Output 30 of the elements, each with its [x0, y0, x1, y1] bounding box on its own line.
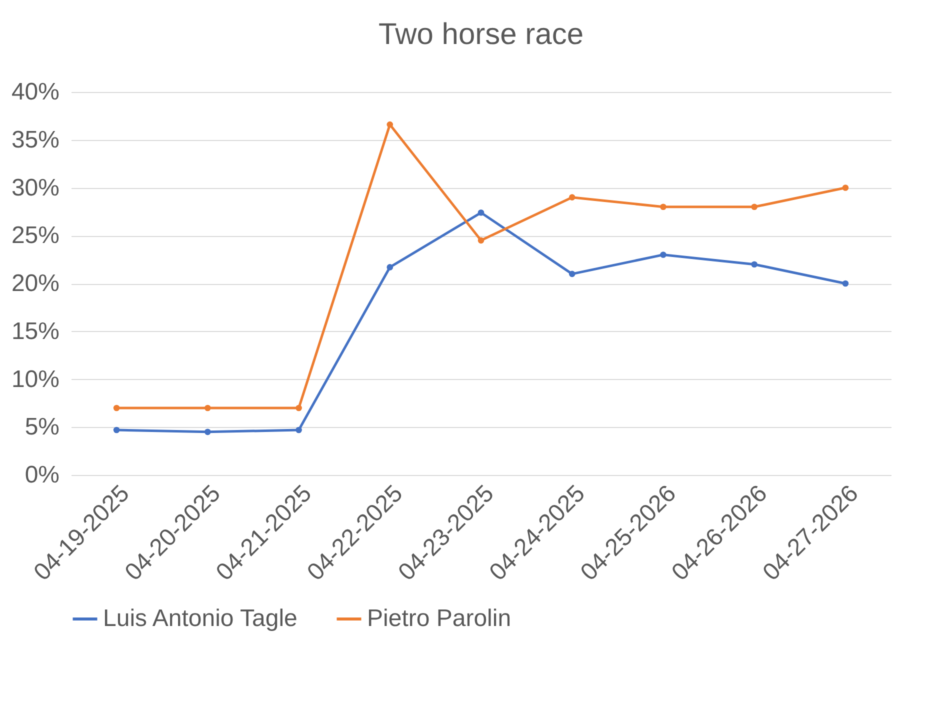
point — [568, 194, 576, 200]
y-tick-label: 25% — [11, 222, 60, 250]
legend-label: Pietro Parolin — [367, 605, 512, 632]
y-tick-label: 0% — [24, 462, 60, 488]
point — [842, 280, 849, 287]
point — [113, 426, 120, 434]
point — [113, 404, 120, 412]
y-tick-label: 15% — [11, 318, 60, 345]
point — [842, 184, 849, 191]
point — [751, 261, 758, 268]
point — [660, 252, 666, 258]
point — [204, 428, 211, 436]
y-tick-label: 5% — [24, 414, 60, 441]
point — [296, 404, 302, 412]
point — [204, 404, 211, 412]
point — [568, 270, 576, 278]
y-tick-label: 20% — [11, 270, 60, 297]
y-tick-label: 30% — [11, 174, 60, 202]
point — [478, 237, 484, 244]
point — [660, 204, 666, 210]
y-tick-label: 10% — [11, 366, 60, 393]
point — [478, 209, 484, 216]
point — [386, 121, 394, 128]
y-tick-label: 40% — [11, 78, 60, 106]
point — [296, 426, 302, 434]
y-tick-label: 35% — [11, 126, 60, 154]
chart-title: Two horse race — [378, 18, 584, 51]
point — [751, 204, 758, 210]
point — [386, 264, 394, 270]
legend-label: Luis Antonio Tagle — [103, 605, 298, 632]
